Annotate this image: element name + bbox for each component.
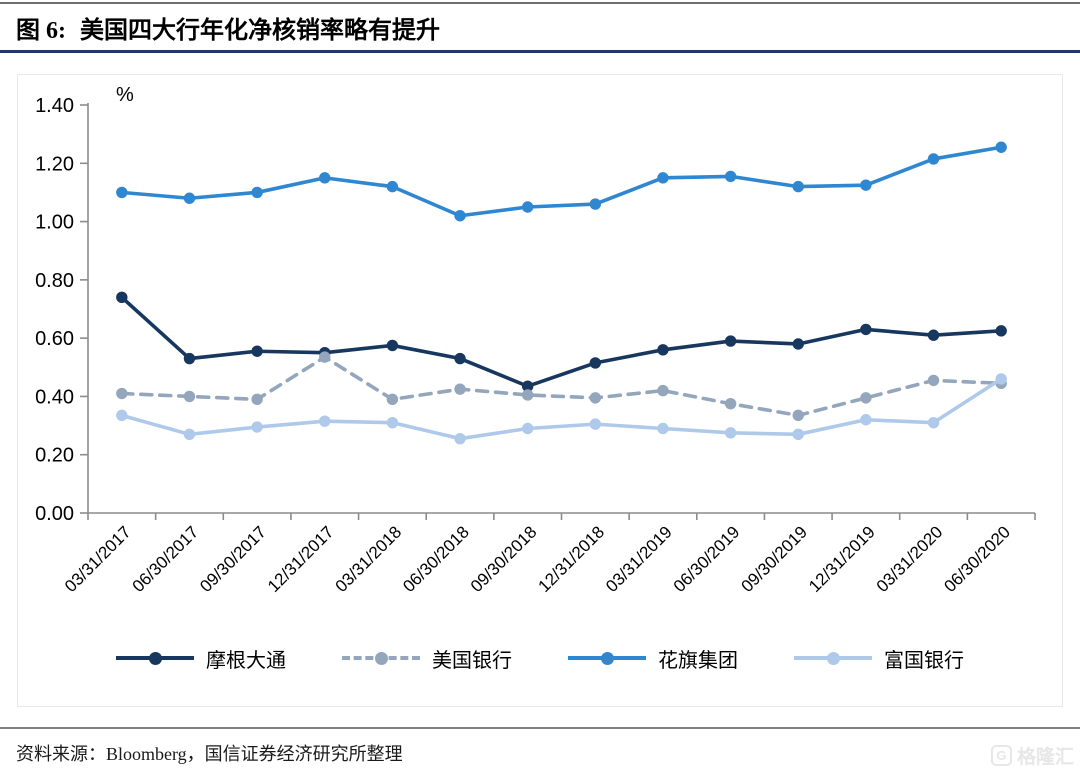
svg-text:1.40: 1.40 — [35, 95, 74, 117]
bank-of-america-line-swatch — [342, 652, 420, 665]
chart-legend: 摩根大通 美国银行 花旗集团 富国银行 — [18, 637, 1062, 679]
svg-text:03/31/2017: 03/31/2017 — [61, 522, 135, 596]
gelonghui-watermark-text: 格隆汇 — [1016, 747, 1074, 768]
svg-text:0.80: 0.80 — [35, 270, 74, 292]
svg-text:09/30/2019: 09/30/2019 — [737, 522, 811, 596]
legend-label-jpmorgan: 摩根大通 — [206, 649, 286, 672]
title-underline — [0, 50, 1080, 53]
figure-number: 图 6: — [16, 18, 66, 44]
figure-title-text: 美国四大行年化净核销率略有提升 — [80, 18, 440, 44]
line-chart: 0.00 0.20 0.40 0.60 0.80 1.00 1.20 1.40 03/31/20… — [35, 84, 1036, 596]
wells-fargo-line-swatch — [794, 652, 872, 665]
svg-text:0.20: 0.20 — [35, 445, 74, 467]
legend-label-citigroup: 花旗集团 — [658, 649, 738, 672]
svg-text:12/31/2019: 12/31/2019 — [805, 522, 879, 596]
svg-text:1.00: 1.00 — [35, 212, 74, 234]
legend-label-bank-of-america: 美国银行 — [432, 649, 512, 672]
legend-item-wells-fargo: 富国银行 — [794, 644, 964, 673]
svg-text:%: % — [116, 84, 134, 106]
chart-area: 0.00 0.20 0.40 0.60 0.80 1.00 1.20 1.40 03/31/20… — [17, 74, 1063, 707]
legend-item-bank-of-america: 美国银行 — [342, 644, 512, 673]
svg-text:12/31/2017: 12/31/2017 — [264, 522, 338, 596]
svg-text:09/30/2017: 09/30/2017 — [196, 522, 270, 596]
svg-text:12/31/2018: 12/31/2018 — [535, 522, 609, 596]
svg-text:0.00: 0.00 — [35, 503, 74, 525]
svg-text:03/31/2019: 03/31/2019 — [602, 522, 676, 596]
svg-text:06/30/2018: 06/30/2018 — [399, 522, 473, 596]
footer-divider — [0, 727, 1080, 729]
top-divider — [0, 2, 1080, 4]
legend-item-jpmorgan: 摩根大通 — [116, 644, 286, 673]
legend-label-wells-fargo: 富国银行 — [884, 649, 964, 672]
svg-text:1.20: 1.20 — [35, 153, 74, 175]
figure-title: 图 6: 美国四大行年化净核销率略有提升 — [16, 10, 1064, 45]
svg-text:03/31/2020: 03/31/2020 — [873, 522, 947, 596]
gelonghui-logo-icon: G — [990, 745, 1012, 766]
svg-text:06/30/2019: 06/30/2019 — [670, 522, 744, 596]
jpmorgan-line-swatch — [116, 652, 194, 665]
legend-item-citigroup: 花旗集团 — [568, 644, 738, 673]
svg-text:06/30/2017: 06/30/2017 — [129, 522, 203, 596]
gelonghui-watermark: G 格隆汇 — [990, 742, 1074, 769]
svg-text:03/31/2018: 03/31/2018 — [332, 522, 406, 596]
svg-text:0.40: 0.40 — [35, 386, 74, 408]
citigroup-line-swatch — [568, 652, 646, 665]
data-source-note: 资料来源：Bloomberg，国信证券经济研究所整理 — [16, 744, 403, 764]
svg-text:0.60: 0.60 — [35, 328, 74, 350]
svg-text:09/30/2018: 09/30/2018 — [467, 522, 541, 596]
svg-text:06/30/2020: 06/30/2020 — [940, 522, 1014, 596]
